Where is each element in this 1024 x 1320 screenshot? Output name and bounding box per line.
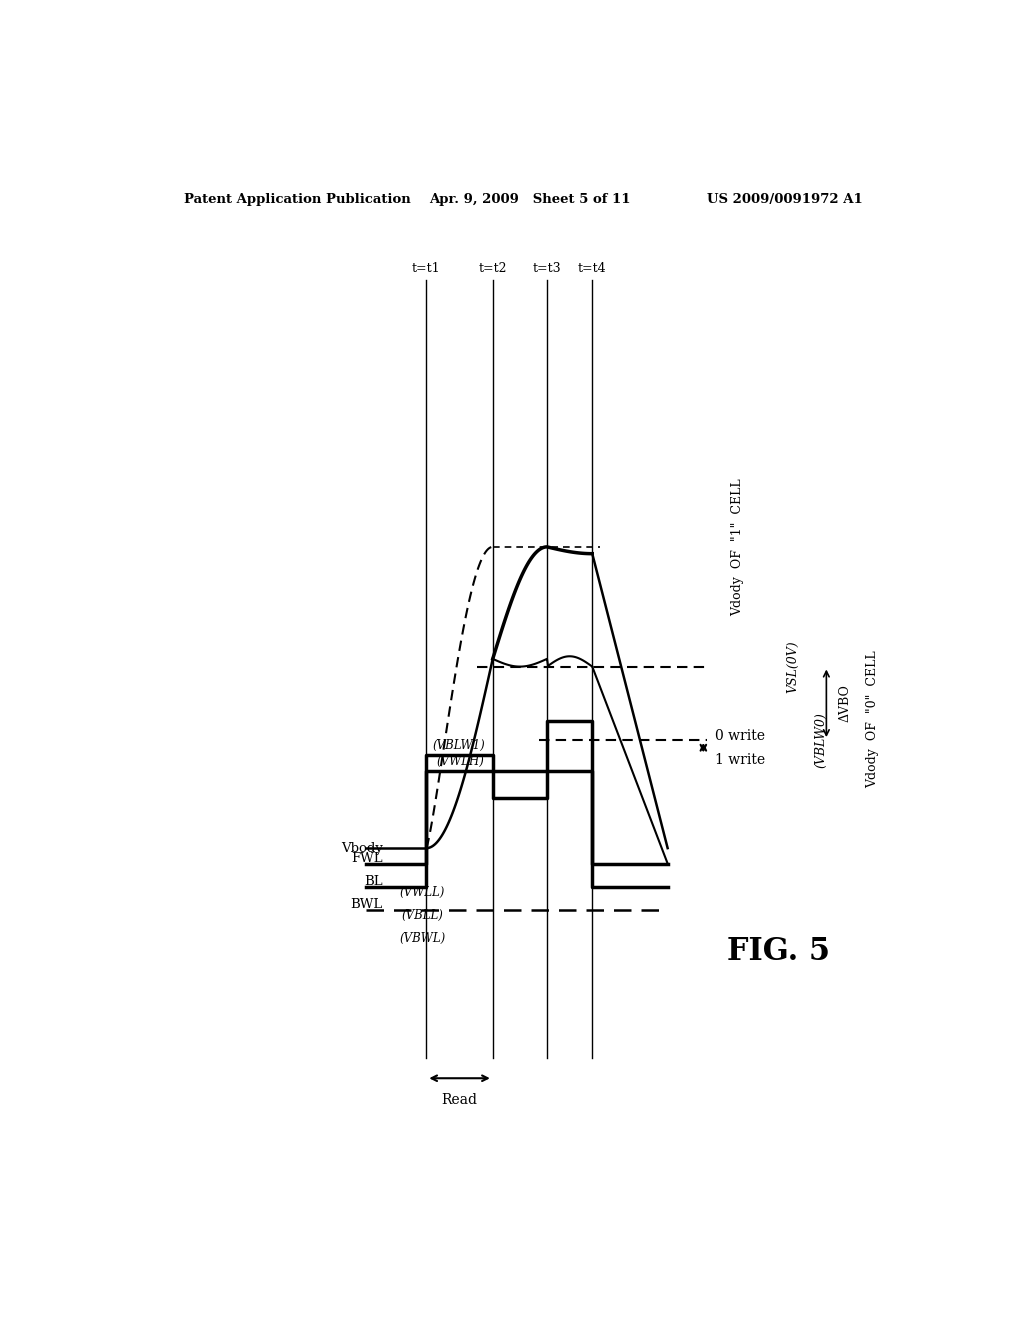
Text: Read: Read xyxy=(441,1093,477,1107)
Text: Patent Application Publication: Patent Application Publication xyxy=(183,193,411,206)
Text: (VWLH): (VWLH) xyxy=(437,755,484,768)
Text: (VBWL): (VBWL) xyxy=(399,932,445,945)
Text: VSL(0V): VSL(0V) xyxy=(786,640,800,693)
Text: t=t1: t=t1 xyxy=(412,263,440,276)
Text: BL: BL xyxy=(365,875,383,888)
Text: FIG. 5: FIG. 5 xyxy=(727,936,830,966)
Text: t=t3: t=t3 xyxy=(532,263,561,276)
Text: Apr. 9, 2009   Sheet 5 of 11: Apr. 9, 2009 Sheet 5 of 11 xyxy=(430,193,631,206)
Text: 1 write: 1 write xyxy=(715,752,765,767)
Text: US 2009/0091972 A1: US 2009/0091972 A1 xyxy=(708,193,863,206)
Text: Vdody  OF  "0"  CELL: Vdody OF "0" CELL xyxy=(866,651,879,788)
Text: (VBLW1): (VBLW1) xyxy=(432,739,484,752)
Text: FWL: FWL xyxy=(351,851,383,865)
Text: t=t2: t=t2 xyxy=(478,263,507,276)
Text: Vdody  OF  "1"  CELL: Vdody OF "1" CELL xyxy=(731,478,744,615)
Text: Vbody: Vbody xyxy=(341,842,383,854)
Text: BWL: BWL xyxy=(350,899,383,911)
Text: ΔVBO: ΔVBO xyxy=(839,684,851,722)
Text: (VBLL): (VBLL) xyxy=(401,909,443,923)
Text: 0 write: 0 write xyxy=(715,729,765,743)
Text: (VWLL): (VWLL) xyxy=(399,886,445,899)
Text: (VBLW0): (VBLW0) xyxy=(814,711,827,768)
Text: t=t4: t=t4 xyxy=(578,263,606,276)
